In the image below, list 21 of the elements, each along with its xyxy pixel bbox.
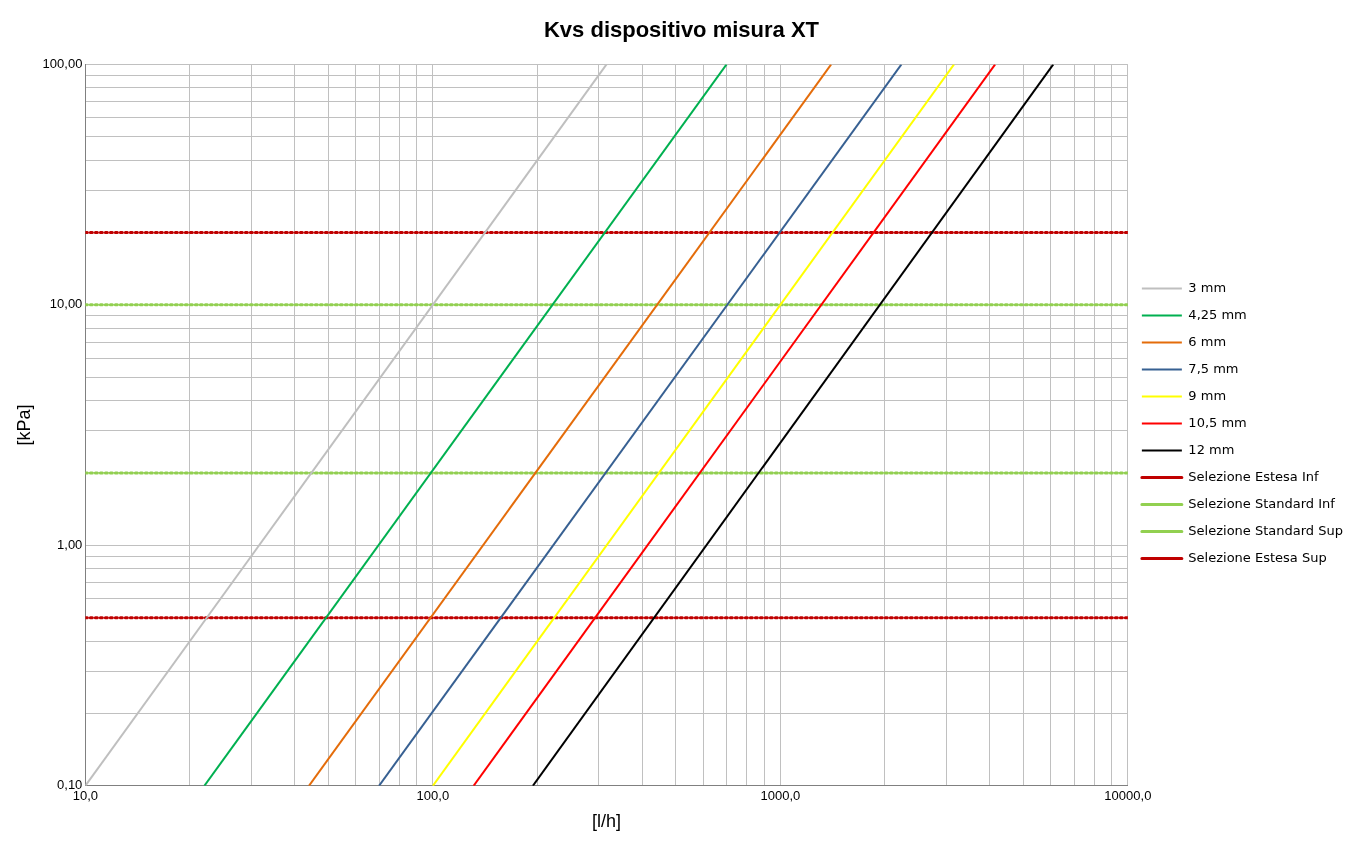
y-axis-title: [kPa] xyxy=(13,404,34,446)
legend-label: Selezione Standard Inf xyxy=(1188,495,1336,511)
legend-label: Selezione Estesa Sup xyxy=(1188,549,1327,565)
chart-title: Kvs dispositivo misura XT xyxy=(543,17,820,43)
legend-label: 12 mm xyxy=(1188,441,1235,457)
y-tick-label: 10,00 xyxy=(49,296,83,312)
legend-label: 9 mm xyxy=(1188,387,1227,403)
legend-label: 4,25 mm xyxy=(1188,306,1247,322)
x-tick-label: 1000,0 xyxy=(760,788,801,804)
legend-label: 7,5 mm xyxy=(1188,360,1239,376)
legend-label: 6 mm xyxy=(1188,333,1227,349)
x-tick-label: 10,0 xyxy=(72,788,99,804)
legend-label: 10,5 mm xyxy=(1188,414,1247,430)
legend-label: Selezione Estesa Inf xyxy=(1188,468,1320,484)
x-tick-label: 100,0 xyxy=(416,788,450,804)
y-tick-label: 100,00 xyxy=(42,55,83,71)
y-tick-label: 1,00 xyxy=(57,536,83,552)
x-axis-title: [l/h] xyxy=(592,811,622,832)
legend-label: Selezione Standard Sup xyxy=(1188,522,1344,538)
x-tick-label: 10000,0 xyxy=(1104,788,1152,804)
legend-label: 3 mm xyxy=(1188,279,1227,295)
